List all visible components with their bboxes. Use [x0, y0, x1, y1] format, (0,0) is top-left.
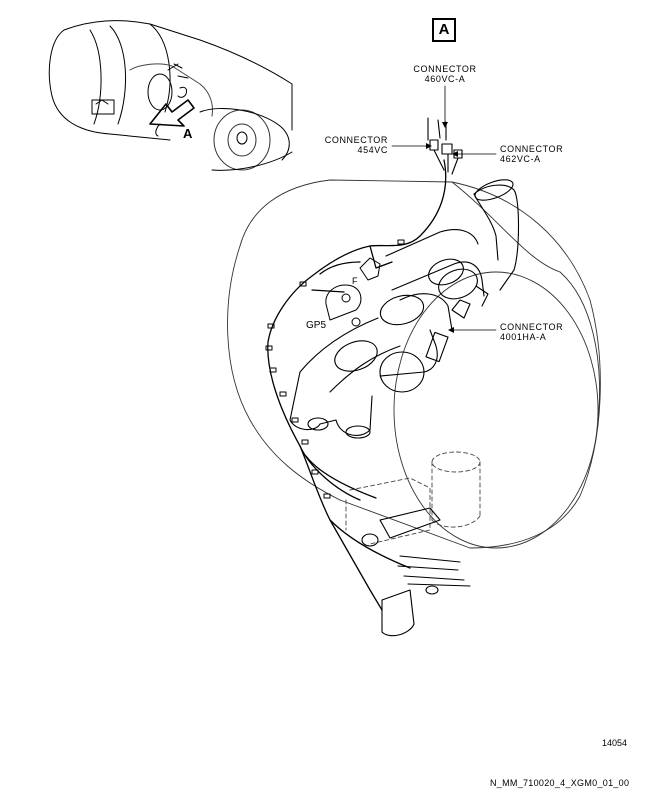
leader-lines [391, 85, 497, 331]
harness-clips [265, 239, 405, 499]
air-ducts [289, 179, 520, 439]
view-label-box: A [432, 18, 456, 42]
figure-number: 14054 [602, 738, 628, 748]
connector-cluster-top [427, 117, 463, 175]
lower-bracket [361, 507, 471, 637]
leader-arrowheads [426, 122, 458, 333]
fan-case-outline [227, 179, 601, 549]
connector-4001ha-a-plug [425, 285, 489, 363]
callout-connector-462vc-a: CONNECTOR 462VC-A [500, 144, 563, 164]
ground-point-assembly [325, 257, 381, 327]
callout-454-line1: CONNECTOR [324, 135, 388, 145]
ground-point-label: GP5 [306, 320, 327, 331]
callout-462-line1: CONNECTOR [500, 144, 564, 154]
drawing-code: N_MM_710020_4_XGM0_01_00 [490, 778, 630, 788]
callout-connector-460vc-a: CONNECTOR 460VC-A [404, 64, 486, 84]
callout-460-line2: 460VC-A [424, 74, 466, 84]
callout-connector-454vc: CONNECTOR 454VC [312, 135, 388, 155]
callout-4001-line2: 4001HA-A [500, 332, 547, 342]
callout-4001-line1: CONNECTOR [500, 322, 564, 332]
engine-overview-inset [48, 20, 293, 171]
terminal-letter-f: F [352, 276, 358, 286]
detail-arrow-label: A [183, 126, 193, 141]
callout-connector-4001ha-a: CONNECTOR 4001HA-A [500, 322, 563, 342]
callout-462-line2: 462VC-A [500, 154, 541, 164]
callout-460-line1: CONNECTOR [413, 64, 477, 74]
wiring-harness [267, 159, 447, 611]
callout-454-line2: 454VC [357, 145, 388, 155]
